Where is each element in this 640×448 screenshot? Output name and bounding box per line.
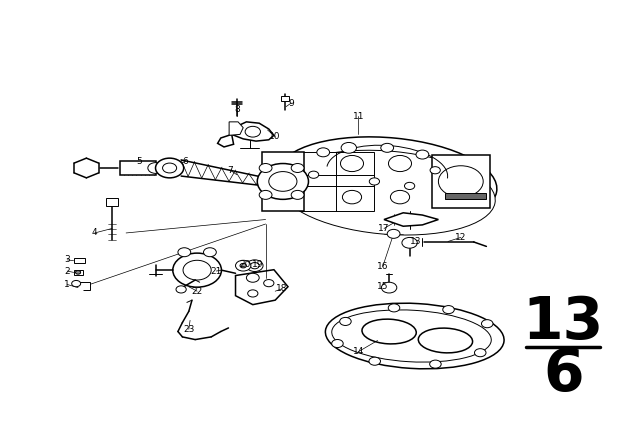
Text: 9: 9	[289, 99, 294, 108]
Circle shape	[176, 286, 186, 293]
Polygon shape	[232, 122, 274, 141]
Text: 10: 10	[269, 132, 281, 141]
Circle shape	[474, 349, 486, 357]
Text: 16: 16	[377, 262, 388, 271]
Text: 6: 6	[183, 157, 188, 166]
Circle shape	[387, 229, 400, 238]
Circle shape	[148, 163, 163, 173]
Ellipse shape	[362, 319, 416, 344]
Circle shape	[250, 263, 259, 269]
Polygon shape	[218, 134, 234, 147]
Circle shape	[178, 248, 191, 257]
Circle shape	[183, 260, 211, 280]
Text: 22: 22	[191, 287, 203, 296]
Circle shape	[173, 253, 221, 287]
Circle shape	[204, 248, 216, 257]
Polygon shape	[74, 282, 90, 290]
Circle shape	[381, 282, 397, 293]
Circle shape	[388, 155, 412, 172]
Text: 15: 15	[377, 282, 388, 291]
Text: 14: 14	[353, 347, 364, 356]
Circle shape	[236, 260, 251, 271]
Text: 17: 17	[378, 224, 390, 233]
Circle shape	[259, 164, 272, 172]
Text: 19: 19	[252, 260, 263, 269]
Polygon shape	[229, 122, 243, 135]
Circle shape	[341, 142, 356, 153]
Ellipse shape	[279, 150, 495, 235]
Circle shape	[240, 263, 246, 268]
Text: 1: 1	[65, 280, 70, 289]
Circle shape	[291, 164, 304, 172]
Circle shape	[429, 360, 441, 368]
Circle shape	[388, 304, 400, 312]
Ellipse shape	[332, 310, 492, 362]
Circle shape	[72, 280, 81, 287]
Polygon shape	[384, 213, 438, 226]
Circle shape	[257, 164, 308, 199]
Circle shape	[369, 178, 380, 185]
Text: 8: 8	[234, 105, 239, 114]
Text: 20: 20	[239, 260, 251, 269]
Circle shape	[381, 143, 394, 152]
Bar	[262, 152, 304, 211]
Circle shape	[259, 190, 272, 199]
Circle shape	[390, 190, 410, 204]
Circle shape	[163, 163, 177, 173]
Circle shape	[248, 290, 258, 297]
Circle shape	[291, 190, 304, 199]
Bar	[445, 193, 486, 199]
Bar	[74, 270, 83, 275]
Bar	[301, 152, 374, 211]
Circle shape	[264, 280, 274, 287]
Bar	[106, 198, 118, 206]
Circle shape	[308, 171, 319, 178]
Circle shape	[269, 172, 297, 191]
Circle shape	[369, 357, 380, 365]
Text: 18: 18	[276, 284, 287, 293]
Circle shape	[340, 318, 351, 325]
Text: 13: 13	[410, 237, 422, 246]
Circle shape	[416, 150, 429, 159]
Polygon shape	[236, 270, 288, 305]
Circle shape	[245, 126, 260, 137]
Circle shape	[438, 166, 483, 197]
Text: 11: 11	[353, 112, 364, 121]
Bar	[120, 161, 156, 175]
Circle shape	[402, 237, 417, 248]
Text: 5: 5	[137, 157, 142, 166]
Circle shape	[246, 260, 263, 271]
Circle shape	[404, 182, 415, 190]
Bar	[74, 258, 85, 263]
Text: 7: 7	[228, 166, 233, 175]
Circle shape	[317, 148, 330, 157]
Circle shape	[332, 340, 343, 348]
Text: 3: 3	[65, 255, 70, 264]
Text: 6: 6	[543, 345, 584, 403]
Circle shape	[246, 273, 259, 282]
Text: 12: 12	[455, 233, 467, 242]
Text: 4: 4	[92, 228, 97, 237]
Circle shape	[443, 306, 454, 314]
Bar	[281, 96, 289, 101]
Ellipse shape	[325, 303, 504, 369]
Circle shape	[76, 271, 81, 274]
Ellipse shape	[278, 137, 497, 226]
Circle shape	[340, 155, 364, 172]
Bar	[432, 155, 490, 208]
Text: 23: 23	[183, 325, 195, 334]
Circle shape	[430, 167, 440, 174]
Text: 21: 21	[211, 267, 222, 276]
Ellipse shape	[419, 328, 472, 353]
Text: 2: 2	[65, 267, 70, 276]
Circle shape	[156, 158, 184, 178]
Circle shape	[342, 190, 362, 204]
Circle shape	[481, 320, 493, 328]
Text: 13: 13	[523, 294, 604, 351]
